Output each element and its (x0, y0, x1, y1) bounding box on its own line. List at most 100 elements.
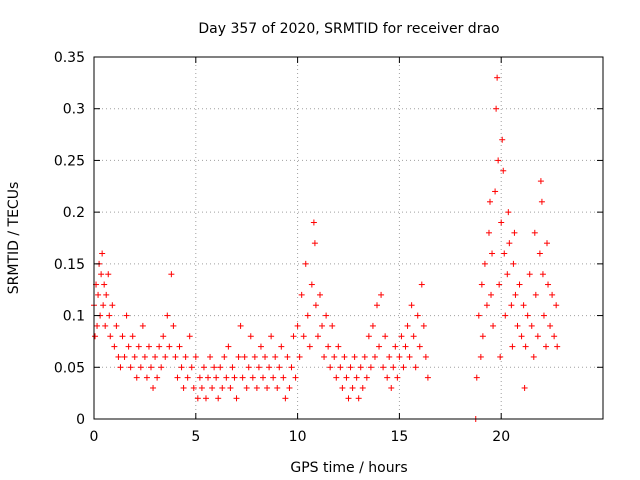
data-point (477, 353, 484, 360)
data-point (347, 364, 354, 371)
data-point (280, 374, 287, 381)
data-point (304, 312, 311, 319)
data-point (378, 291, 385, 298)
data-point (274, 384, 281, 391)
data-point (94, 322, 101, 329)
data-point (412, 364, 419, 371)
data-point (286, 384, 293, 391)
data-point (512, 291, 519, 298)
data-point (386, 353, 393, 360)
data-point (325, 343, 332, 350)
data-point (306, 343, 313, 350)
data-point (359, 384, 366, 391)
data-point (137, 364, 144, 371)
x-tick-label: 5 (191, 429, 200, 445)
data-point (145, 343, 152, 350)
data-point (400, 364, 407, 371)
data-point (500, 167, 507, 174)
y-tick-label: 0.05 (54, 360, 85, 376)
data-point (253, 384, 260, 391)
data-point (294, 322, 301, 329)
data-point (351, 353, 358, 360)
data-point (241, 353, 248, 360)
data-point (357, 364, 364, 371)
data-point (536, 250, 543, 257)
data-points (91, 74, 561, 422)
x-tick-label: 10 (289, 429, 307, 445)
data-point (219, 384, 226, 391)
data-point (382, 333, 389, 340)
data-point (524, 312, 531, 319)
data-point (329, 322, 336, 329)
data-point (170, 322, 177, 329)
data-point (264, 384, 271, 391)
data-point (106, 312, 113, 319)
data-point (101, 281, 108, 288)
data-point (349, 384, 356, 391)
data-point (492, 188, 499, 195)
data-point (522, 343, 529, 350)
data-point (215, 395, 222, 402)
data-point (544, 240, 551, 247)
plot-frame (93, 56, 604, 420)
data-point (404, 322, 411, 329)
data-point (531, 229, 538, 236)
data-point (331, 353, 338, 360)
data-point (485, 229, 492, 236)
data-point (311, 240, 318, 247)
data-point (172, 353, 179, 360)
data-point (380, 364, 387, 371)
data-point (327, 364, 334, 371)
data-point (198, 384, 205, 391)
data-point (282, 395, 289, 402)
data-point (296, 353, 303, 360)
data-point (99, 250, 106, 257)
data-point (479, 333, 486, 340)
data-point (333, 374, 340, 381)
data-point (284, 353, 291, 360)
data-point (266, 364, 273, 371)
data-point (416, 343, 423, 350)
data-point (102, 322, 109, 329)
data-point (276, 364, 283, 371)
data-point (497, 353, 504, 360)
data-point (223, 374, 230, 381)
data-point (278, 343, 285, 350)
data-point (321, 353, 328, 360)
data-point (475, 312, 482, 319)
data-point (211, 364, 218, 371)
y-tick-label: 0.3 (63, 102, 85, 118)
data-point (188, 364, 195, 371)
data-point (95, 291, 102, 298)
data-point (494, 74, 501, 81)
data-point (414, 312, 421, 319)
data-point (150, 384, 157, 391)
data-point (92, 333, 99, 340)
data-point (547, 322, 554, 329)
data-point (505, 209, 512, 216)
data-point (288, 364, 295, 371)
data-point (355, 395, 362, 402)
data-point (143, 374, 150, 381)
data-point (227, 384, 234, 391)
data-point (374, 302, 381, 309)
grid-layer (94, 57, 603, 419)
data-point (509, 343, 516, 350)
x-tick-label: 15 (390, 429, 408, 445)
data-point (292, 374, 299, 381)
data-point (178, 364, 185, 371)
data-point (152, 353, 159, 360)
data-point (489, 250, 496, 257)
data-point (487, 198, 494, 205)
data-point (103, 291, 110, 298)
data-point (341, 353, 348, 360)
x-axis-label: GPS time / hours (290, 460, 407, 476)
data-point (160, 333, 167, 340)
data-point (268, 333, 275, 340)
data-point (510, 260, 517, 267)
data-point (369, 322, 376, 329)
data-point (251, 353, 258, 360)
data-point (196, 374, 203, 381)
data-point (148, 364, 155, 371)
data-point (200, 364, 207, 371)
